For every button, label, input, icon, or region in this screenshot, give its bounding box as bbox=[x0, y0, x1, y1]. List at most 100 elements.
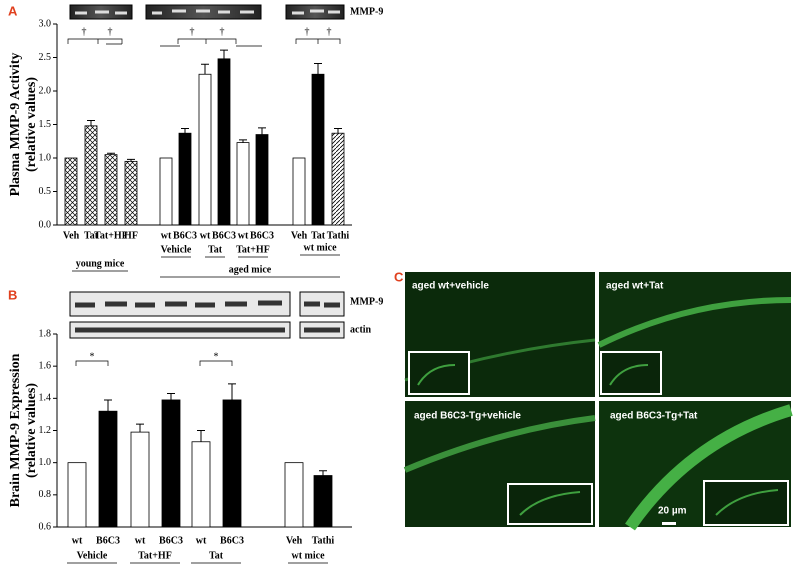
x-tick-label: HF bbox=[124, 230, 138, 241]
error-bar bbox=[104, 399, 112, 412]
micrographs bbox=[403, 272, 793, 531]
y-axis-label: (relative values) bbox=[24, 383, 39, 478]
group-label: Tat bbox=[209, 550, 224, 561]
panel-label: B bbox=[8, 287, 17, 302]
y-tick-label: 0.5 bbox=[39, 186, 52, 197]
blot-label: MMP-9 bbox=[350, 296, 383, 307]
bar bbox=[67, 462, 87, 528]
x-tick-label: Tathi bbox=[327, 230, 350, 241]
x-tick-label: Veh bbox=[291, 230, 308, 241]
y-tick-label: 1.4 bbox=[39, 393, 52, 404]
y-tick-label: 1.6 bbox=[39, 360, 52, 371]
bar bbox=[98, 410, 118, 528]
y-tick-label: 0.8 bbox=[39, 489, 52, 500]
bar bbox=[236, 142, 250, 226]
x-tick-label: Tathi bbox=[312, 535, 335, 546]
x-tick-label: B6C3 bbox=[220, 535, 244, 546]
bar bbox=[191, 441, 211, 528]
bar bbox=[64, 157, 78, 226]
error-bar bbox=[239, 139, 247, 143]
y-tick-label: 2.0 bbox=[39, 85, 52, 96]
panel-label: A bbox=[8, 3, 18, 18]
y-axis-label: Plasma MMP-9 Activity bbox=[8, 53, 23, 197]
group-label: Vehicle bbox=[161, 244, 192, 255]
group-label: Tat+HF bbox=[236, 244, 270, 255]
blot-label: MMP-9 bbox=[350, 6, 383, 17]
error-bar bbox=[314, 63, 322, 75]
significance-brackets bbox=[67, 38, 341, 366]
y-tick-label: 1.5 bbox=[39, 119, 52, 130]
x-tick-label: Veh bbox=[63, 230, 80, 241]
x-tick-label: wt bbox=[135, 535, 146, 546]
bar bbox=[178, 132, 192, 226]
significance-mark: * bbox=[90, 351, 95, 362]
error-bar bbox=[197, 430, 205, 442]
micrograph-label: aged B6C3-Tg+Tat bbox=[610, 411, 698, 422]
micrograph-label: aged B6C3-Tg+vehicle bbox=[414, 411, 521, 422]
group-label: Tat+HF bbox=[138, 550, 172, 561]
x-tick-label: B6C3 bbox=[173, 230, 197, 241]
bar bbox=[217, 58, 231, 226]
y-tick-label: 3.0 bbox=[39, 18, 52, 29]
significance-mark: † bbox=[82, 26, 87, 37]
blot-images bbox=[69, 291, 345, 339]
significance-mark: † bbox=[190, 26, 195, 37]
error-bar bbox=[201, 63, 209, 75]
error-bar bbox=[228, 383, 236, 400]
bar bbox=[311, 73, 325, 226]
y-axis-label: (relative values) bbox=[24, 77, 39, 172]
x-tick-label: wt bbox=[196, 535, 207, 546]
x-tick-label: Tat+HF bbox=[94, 230, 128, 241]
y-tick-label: 1.8 bbox=[39, 328, 52, 339]
micrograph-label: aged wt+vehicle bbox=[412, 281, 489, 292]
error-bar bbox=[87, 119, 95, 126]
x-tick-label: B6C3 bbox=[250, 230, 274, 241]
gel-images bbox=[69, 4, 345, 20]
bar bbox=[331, 132, 345, 226]
group-label: Tat bbox=[208, 244, 223, 255]
bar bbox=[104, 154, 118, 226]
micrograph-label: aged wt+Tat bbox=[606, 281, 664, 292]
error-bar bbox=[167, 393, 175, 400]
bar bbox=[313, 475, 333, 528]
x-tick-label: Veh bbox=[286, 535, 303, 546]
bar bbox=[84, 125, 98, 226]
y-tick-label: 1.0 bbox=[39, 457, 52, 468]
significance-mark: † bbox=[305, 26, 310, 37]
bar bbox=[284, 462, 304, 528]
x-tick-label: B6C3 bbox=[96, 535, 120, 546]
bar bbox=[292, 157, 306, 226]
x-tick-label: wt bbox=[161, 230, 172, 241]
x-tick-label: B6C3 bbox=[159, 535, 183, 546]
x-tick-label: wt bbox=[200, 230, 211, 241]
significance-mark: * bbox=[214, 351, 219, 362]
bar bbox=[255, 134, 269, 226]
significance-mark: † bbox=[220, 26, 225, 37]
group-label: wt mice bbox=[303, 242, 337, 253]
y-tick-label: 1.2 bbox=[39, 425, 52, 436]
error-bar bbox=[107, 152, 115, 155]
panel-label: C bbox=[394, 269, 404, 284]
y-tick-label: 2.5 bbox=[39, 52, 52, 63]
bar bbox=[124, 160, 138, 226]
error-bar bbox=[334, 128, 342, 134]
significance-mark: † bbox=[327, 26, 332, 37]
bar bbox=[161, 399, 181, 528]
bar bbox=[222, 399, 242, 528]
bar bbox=[159, 157, 173, 226]
bar bbox=[130, 431, 150, 528]
group-label: Vehicle bbox=[77, 550, 108, 561]
group-label: aged mice bbox=[229, 264, 272, 275]
group-label: wt mice bbox=[291, 550, 325, 561]
blot-label: actin bbox=[350, 324, 372, 335]
y-tick-label: 0.6 bbox=[39, 521, 52, 532]
error-bar bbox=[136, 423, 144, 433]
x-tick-label: Tat bbox=[311, 230, 326, 241]
significance-mark: † bbox=[108, 26, 113, 37]
y-axis-label: Brain MMP-9 Expression bbox=[8, 353, 23, 507]
error-bar bbox=[319, 470, 327, 476]
scale-bar-label: 20 µm bbox=[658, 506, 687, 517]
y-tick-label: 0.0 bbox=[39, 219, 52, 230]
bar bbox=[198, 73, 212, 226]
